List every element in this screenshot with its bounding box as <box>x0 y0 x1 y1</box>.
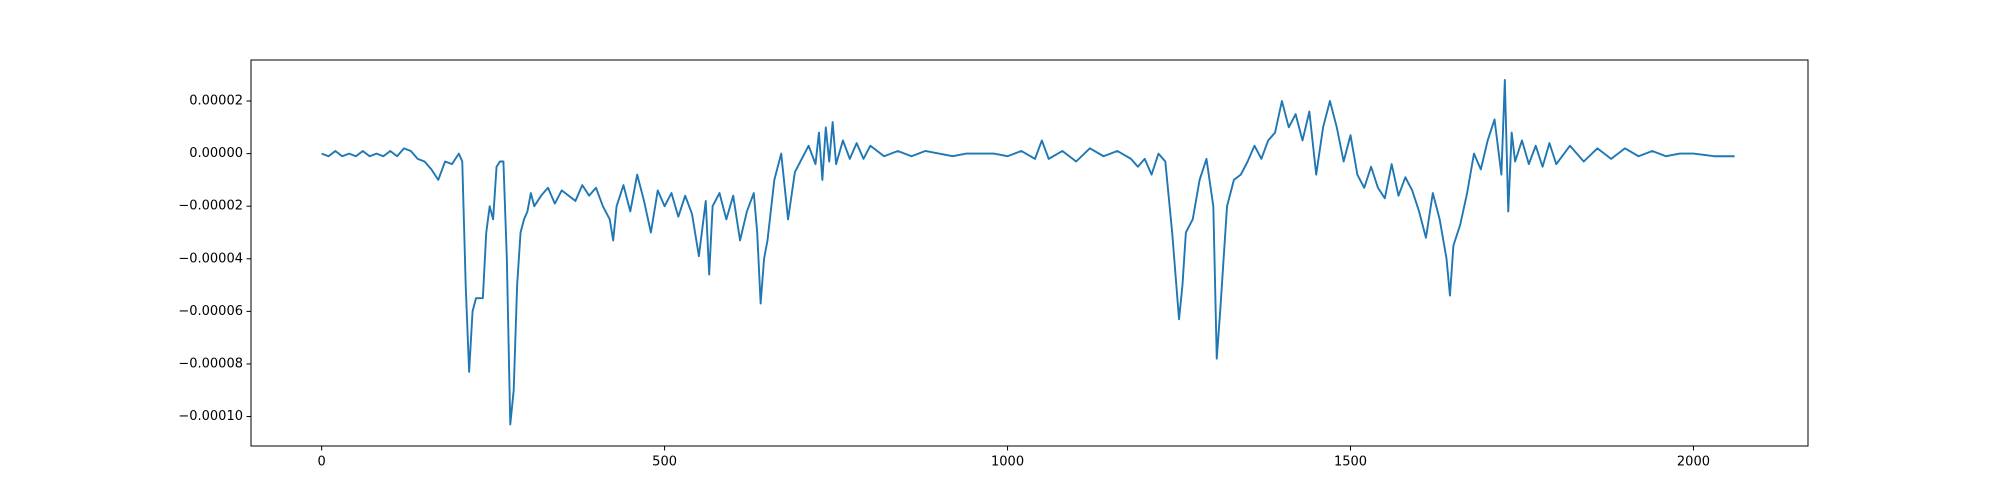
y-tick-label: −0.00010 <box>178 409 243 424</box>
x-tick-label: 2000 <box>1677 455 1710 470</box>
y-tick-label: −0.00006 <box>178 304 243 319</box>
y-tick-label: 0.00000 <box>189 146 243 161</box>
y-tick-label: −0.00008 <box>178 356 243 371</box>
x-tick-label: 1500 <box>1334 455 1367 470</box>
axes-frame <box>250 59 1809 447</box>
y-tick-label: −0.00002 <box>178 199 243 214</box>
y-tick-label: 0.00002 <box>189 94 243 109</box>
x-tick-label: 0 <box>318 455 326 470</box>
line-series <box>321 79 1735 426</box>
y-tick-label: −0.00004 <box>178 251 243 266</box>
x-tick-label: 500 <box>652 455 677 470</box>
x-tick-label: 1000 <box>991 455 1024 470</box>
